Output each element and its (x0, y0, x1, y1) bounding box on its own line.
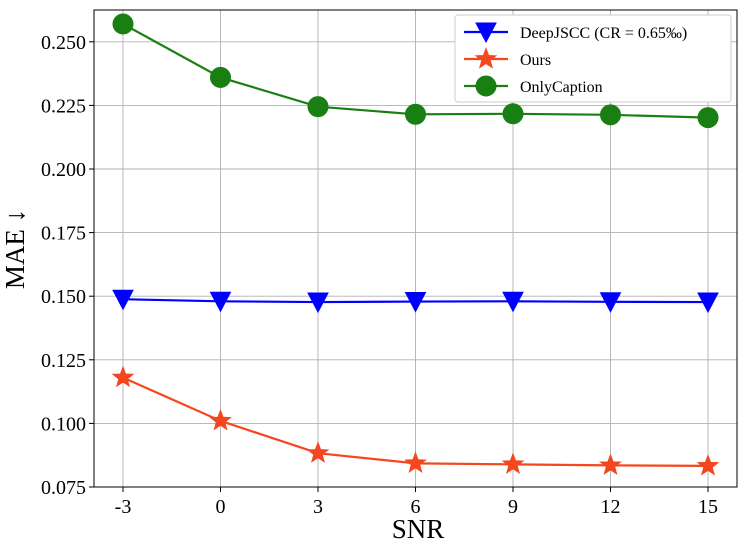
data-point-ours (501, 452, 525, 475)
data-point-onlycaption (307, 96, 329, 118)
legend-item-deepjscc: DeepJSCC (CR = 0.65‰) (464, 22, 687, 44)
data-point-deepjscc (112, 289, 134, 311)
legend-item-onlycaption: OnlyCaption (464, 75, 603, 97)
legend-marker (474, 47, 498, 69)
data-point-onlycaption (112, 13, 134, 35)
legend-label: Ours (520, 52, 551, 69)
y-axis-title: MAE ↓ (0, 209, 30, 289)
legend-label: OnlyCaption (520, 79, 603, 96)
data-point-deepjscc (599, 292, 622, 313)
data-point-ours (404, 451, 427, 474)
data-point-ours (209, 408, 232, 431)
data-point-deepjscc (697, 292, 719, 314)
x-tick-label: 3 (313, 496, 323, 518)
legend-label: DeepJSCC (CR = 0.65‰) (520, 25, 687, 42)
y-tick-label: 0.225 (41, 95, 86, 117)
legend: DeepJSCC (CR = 0.65‰) Ours OnlyCaption (454, 14, 732, 103)
data-point-onlycaption (600, 104, 621, 126)
y-tick-label: 0.200 (41, 159, 86, 181)
data-point-deepjscc (209, 291, 232, 313)
y-tick-label: 0.250 (41, 32, 86, 54)
x-axis: -3 0 3 6 9 12 15 (115, 487, 718, 518)
data-point-deepjscc (307, 292, 329, 314)
y-tick-label: 0.075 (41, 477, 86, 499)
series-onlycaption (112, 13, 719, 129)
x-tick-label: 15 (698, 496, 718, 518)
x-tick-label: 12 (601, 496, 621, 518)
legend-marker (475, 22, 497, 44)
data-point-onlycaption (405, 103, 426, 125)
series-ours (111, 365, 720, 476)
data-point-ours (111, 365, 135, 388)
data-point-onlycaption (210, 66, 231, 88)
data-point-onlycaption (502, 103, 524, 125)
data-point-deepjscc (502, 291, 524, 313)
legend-item-ours: Ours (464, 47, 551, 69)
data-point-ours (306, 441, 330, 463)
y-tick-label: 0.125 (41, 350, 86, 372)
y-tick-label: 0.150 (41, 286, 86, 308)
data-point-onlycaption (697, 107, 719, 129)
y-axis: 0.075 0.100 0.125 0.150 0.175 0.200 0.225 0.250 (41, 32, 94, 499)
y-tick-label: 0.175 (41, 223, 86, 245)
data-point-ours (599, 453, 622, 476)
x-tick-label: -3 (115, 496, 132, 518)
x-tick-label: 0 (216, 496, 226, 518)
series-layer (111, 13, 720, 476)
legend-marker (475, 75, 497, 97)
x-axis-title: SNR (392, 514, 445, 544)
x-tick-label: 9 (508, 496, 518, 518)
series-deepjscc (112, 289, 719, 314)
y-tick-label: 0.100 (41, 413, 86, 435)
data-point-ours (696, 453, 720, 476)
legend-frame (454, 14, 732, 103)
data-point-deepjscc (404, 292, 427, 313)
x-tick-label: 6 (411, 496, 421, 518)
